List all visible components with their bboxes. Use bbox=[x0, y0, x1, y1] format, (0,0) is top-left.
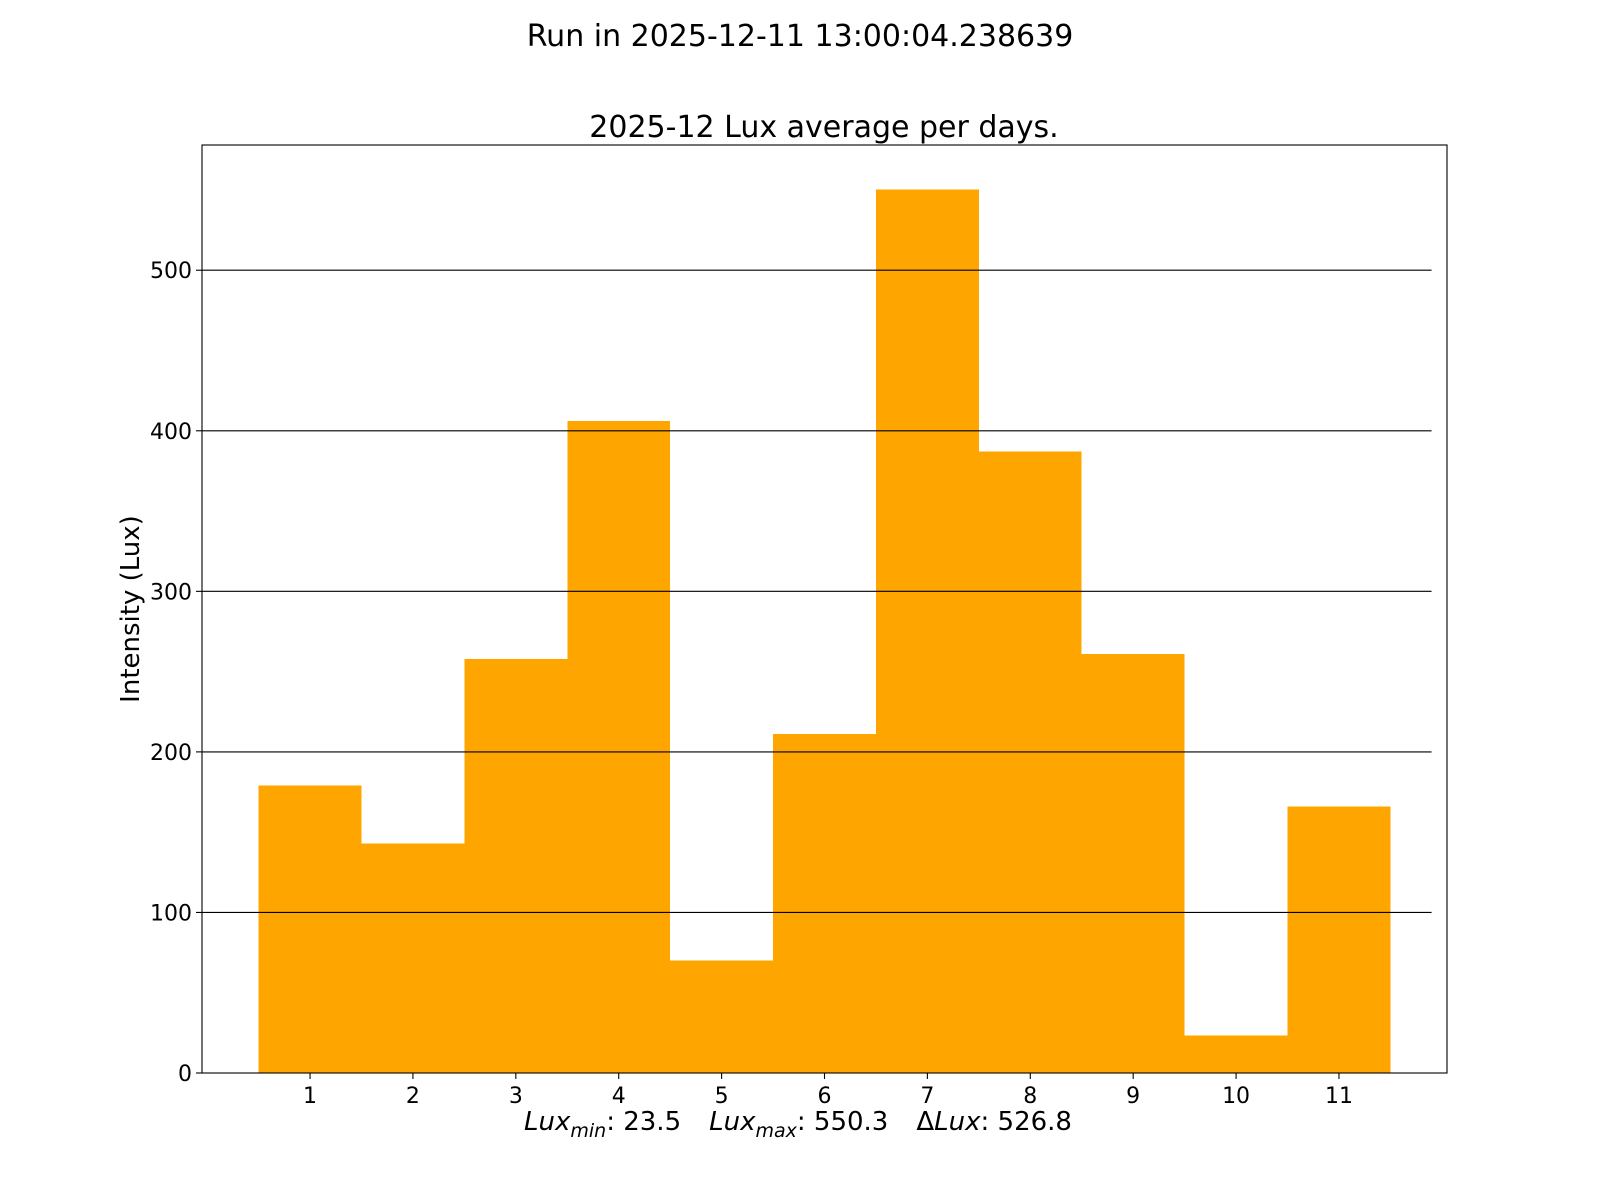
delta-lux-value: : 526.8 bbox=[981, 1107, 1072, 1137]
x-tick-label: 3 bbox=[509, 1084, 523, 1109]
bar bbox=[773, 734, 876, 1073]
x-axis-stats-label: Luxmin: 23.5 Luxmax: 550.3 ΔLux: 526.8 bbox=[524, 1107, 1072, 1142]
x-tick-label: 1 bbox=[303, 1084, 317, 1109]
y-tick-label: 400 bbox=[150, 420, 192, 445]
y-tick-label: 200 bbox=[150, 741, 192, 766]
delta-lux-symbol: Lux bbox=[934, 1107, 981, 1137]
bar bbox=[1288, 806, 1391, 1073]
bar bbox=[1185, 1035, 1288, 1073]
bar bbox=[1082, 654, 1185, 1073]
x-tick-label: 2 bbox=[406, 1084, 420, 1109]
x-tick-label: 4 bbox=[612, 1084, 626, 1109]
y-tick-label: 500 bbox=[150, 259, 192, 284]
lux-max-value: : 550.3 bbox=[797, 1107, 888, 1137]
bar bbox=[464, 659, 567, 1073]
lux-min-value: : 23.5 bbox=[606, 1107, 681, 1137]
plot-area: 0 100 200 300 400 500 1 2 3 4 5 6 7 8 9 10 11 bbox=[150, 145, 1447, 1109]
chart-title: 2025-12 Lux average per days. bbox=[589, 110, 1058, 145]
bar bbox=[361, 843, 464, 1073]
y-tick-label: 300 bbox=[150, 580, 192, 605]
bar bbox=[979, 452, 1082, 1073]
bar bbox=[876, 189, 979, 1073]
x-tick-label: 11 bbox=[1325, 1084, 1353, 1109]
x-tick-label: 9 bbox=[1126, 1084, 1140, 1109]
bar bbox=[567, 421, 670, 1073]
bar bbox=[259, 786, 362, 1073]
figure-suptitle: Run in 2025-12-11 13:00:04.238639 bbox=[527, 19, 1074, 54]
x-tick-label: 5 bbox=[715, 1084, 729, 1109]
y-tick-label: 0 bbox=[178, 1062, 192, 1087]
x-tick-label: 7 bbox=[920, 1084, 934, 1109]
y-tick-label: 100 bbox=[150, 901, 192, 926]
y-axis-label: Intensity (Lux) bbox=[116, 515, 146, 703]
lux-max-symbol: Lux bbox=[709, 1107, 756, 1137]
delta-symbol: Δ bbox=[916, 1107, 934, 1137]
lux-max-subscript: max bbox=[755, 1120, 797, 1142]
bar bbox=[670, 961, 773, 1073]
lux-min-subscript: min bbox=[570, 1120, 606, 1142]
x-tick-label: 10 bbox=[1222, 1084, 1250, 1109]
x-tick-label: 6 bbox=[818, 1084, 832, 1109]
x-tick-label: 8 bbox=[1023, 1084, 1037, 1109]
lux-min-symbol: Lux bbox=[524, 1107, 571, 1137]
